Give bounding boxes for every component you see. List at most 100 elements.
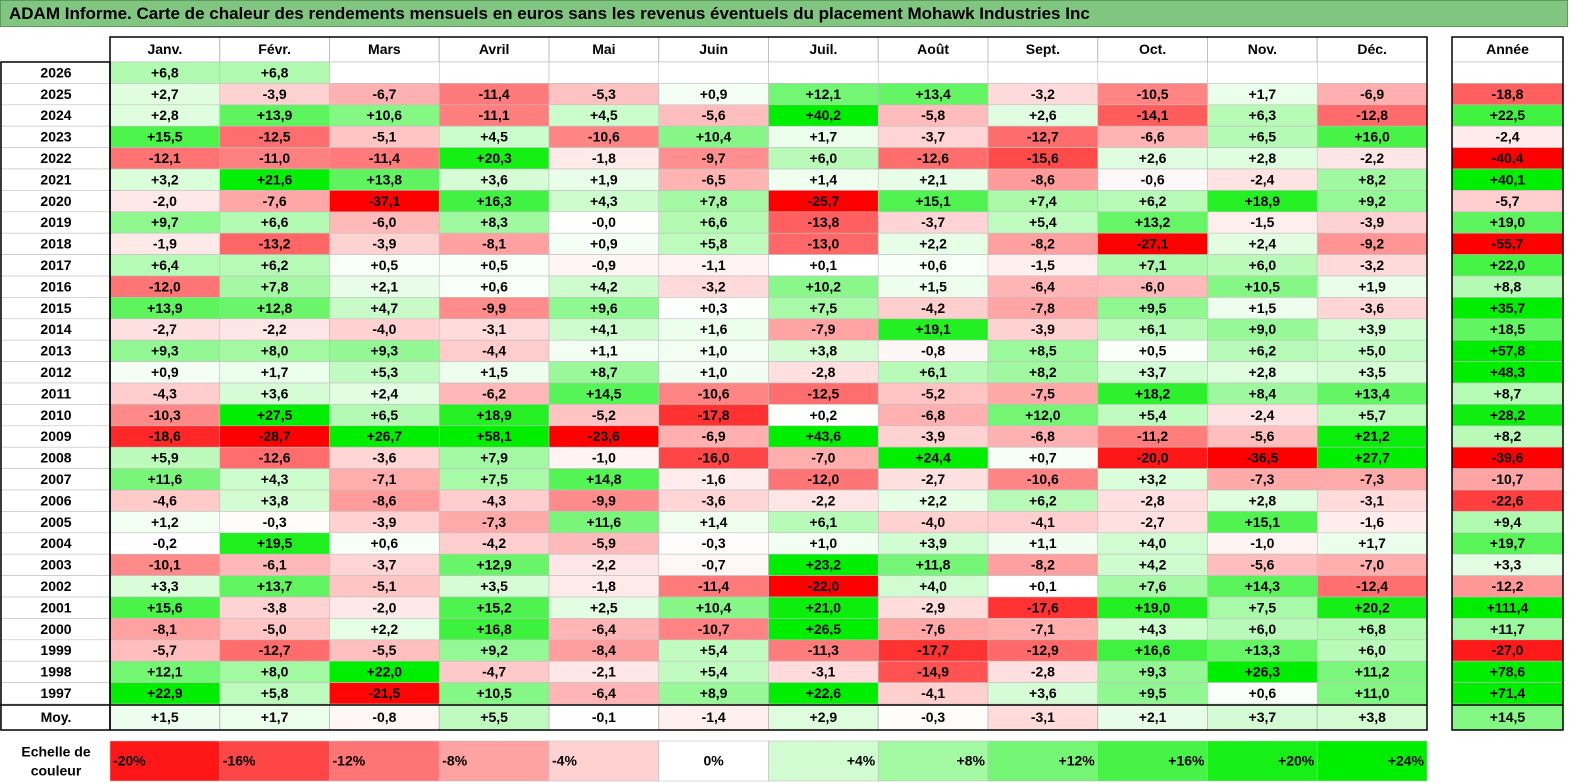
row-year-label: 2007 (40, 471, 71, 487)
heatmap-cell-value: +7,1 (1139, 257, 1167, 273)
annual-cell-value: -5,7 (1495, 193, 1519, 209)
month-header-cell (658, 36, 769, 63)
heatmap-cell-value: -7,8 (1031, 300, 1055, 316)
heatmap-cell-value: -5,2 (921, 385, 945, 401)
heatmap-cell-value: +10,5 (476, 685, 512, 701)
heatmap-cell-value: +12,9 (476, 557, 512, 573)
year-header-cell (1451, 36, 1564, 63)
heatmap-cell-value: +40,2 (806, 107, 842, 123)
heatmap-cell-value: -5,8 (921, 107, 945, 123)
heatmap-cell-value: +22,9 (147, 685, 183, 701)
heatmap-cell-value: +58,1 (476, 428, 512, 444)
heatmap-cell-value: +9,5 (1139, 300, 1167, 316)
heatmap-cell-value: -6,8 (921, 407, 945, 423)
heatmap-cell (987, 61, 1099, 84)
row-year-label: 2022 (40, 150, 71, 166)
heatmap-cell-value: -1,6 (702, 471, 726, 487)
row-year-label: 2012 (40, 364, 71, 380)
month-header-label: Mai (592, 41, 615, 57)
heatmap-cell-value: +0,5 (371, 257, 399, 273)
heatmap-cell (877, 61, 989, 84)
scale-swatch (219, 740, 330, 782)
heatmap-cell-value: +9,3 (151, 343, 179, 359)
heatmap-cell-value: +9,2 (1358, 193, 1386, 209)
scale-swatch-label: +12% (1059, 753, 1096, 769)
row-year-label: 2015 (40, 300, 71, 316)
heatmap-cell-value: -8,2 (1031, 557, 1055, 573)
heatmap-cell-value: +21,6 (257, 171, 293, 187)
scale-swatch-label: -16% (223, 753, 256, 769)
heatmap-cell-value: +2,4 (1249, 236, 1277, 252)
heatmap-cell-value: -4,0 (372, 321, 396, 337)
heatmap-cell (658, 61, 769, 84)
scale-swatch-label: +4% (847, 753, 876, 769)
row-year-label: 2008 (40, 450, 71, 466)
scale-swatch-label: +24% (1388, 753, 1425, 769)
heatmap-cell-value: -11,3 (808, 642, 839, 658)
row-year-label: 2011 (41, 385, 72, 401)
row-year-label: 1998 (40, 664, 71, 680)
heatmap-cell-value: +8,7 (590, 364, 618, 380)
heatmap-cell-value: +3,8 (810, 343, 838, 359)
heatmap-cell-value: +2,2 (919, 492, 947, 508)
heatmap-cell-value: +4,0 (1139, 535, 1167, 551)
heatmap-cell-value: -4,4 (482, 343, 506, 359)
heatmap-cell-value: -6,4 (1031, 278, 1055, 294)
heatmap-cell-value: +20,2 (1354, 599, 1390, 615)
heatmap-cell-value: -6,4 (592, 685, 616, 701)
heatmap-cell-value: +4,0 (919, 578, 947, 594)
heatmap-cell-value: -15,6 (1027, 150, 1059, 166)
heatmap-cell-value: +19,5 (257, 535, 293, 551)
heatmap-cell-value: +6,8 (1358, 621, 1386, 637)
heatmap-cell-value: +6,2 (1139, 193, 1167, 209)
heatmap-cell-value: +1,4 (810, 171, 838, 187)
heatmap-cell-value: +15,6 (147, 599, 183, 615)
heatmap-cell-value: +6,1 (810, 514, 838, 530)
row-year-label: 2005 (40, 514, 71, 530)
heatmap-cell-value: -5,3 (592, 86, 616, 102)
heatmap-cell-value: -3,9 (1031, 321, 1055, 337)
month-header-cell (877, 36, 989, 63)
heatmap-cell-value: +0,6 (480, 278, 508, 294)
scale-swatch (329, 740, 440, 782)
heatmap-cell-value: +7,6 (1139, 578, 1167, 594)
heatmap-cell-value: -10,6 (588, 129, 620, 145)
heatmap-cell-value: +14,5 (586, 385, 622, 401)
heatmap-cell-value: +1,0 (700, 364, 728, 380)
heatmap-cell-value: -8,4 (592, 642, 616, 658)
heatmap-cell-value: -9,2 (1360, 236, 1384, 252)
heatmap-cell-value: -1,1 (702, 257, 726, 273)
heatmap-cell-value: -10,1 (149, 557, 181, 573)
heatmap-cell-value: +0,3 (700, 300, 728, 316)
heatmap-cell-value: +2,7 (151, 86, 179, 102)
heatmap-cell-value: -6,8 (1031, 428, 1055, 444)
heatmap-cell-value: +7,4 (1029, 193, 1057, 209)
heatmap-cell-value: +2,6 (1029, 107, 1057, 123)
heatmap-cell-value: -8,6 (372, 492, 396, 508)
heatmap-cell (1207, 61, 1318, 84)
heatmap-cell-value: -3,1 (811, 664, 835, 680)
month-header-label: Févr. (258, 41, 291, 57)
heatmap-cell-value: +4,2 (1139, 557, 1167, 573)
month-header-label: Sept. (1026, 41, 1060, 57)
heatmap-cell-value: -5,1 (372, 578, 396, 594)
heatmap-cell-value: +9,3 (1139, 664, 1167, 680)
average-cell-value: -3,1 (1031, 709, 1055, 725)
heatmap-cell-value: +12,8 (257, 300, 293, 316)
annual-cell-value: +57,8 (1490, 343, 1526, 359)
heatmap-cell-value: -4,1 (921, 685, 945, 701)
scale-swatch-label: 0% (704, 753, 725, 769)
heatmap-cell-value: +16,3 (476, 193, 512, 209)
heatmap-cell-value: -2,4 (1250, 407, 1274, 423)
heatmap-cell-value: -6,0 (1141, 278, 1165, 294)
heatmap-cell-value: -5,6 (1250, 557, 1274, 573)
title-bar: ADAM Informe. Carte de chaleur des rende… (0, 0, 1568, 27)
heatmap-cell-value: +1,7 (810, 129, 838, 145)
scale-swatch (658, 740, 769, 782)
heatmap-cell-value: +1,9 (1358, 278, 1386, 294)
heatmap-cell-value: -12,7 (1027, 129, 1059, 145)
heatmap-cell-value: -13,8 (807, 214, 839, 230)
heatmap-cell-value: -3,7 (921, 214, 945, 230)
heatmap-cell-value: +8,0 (261, 343, 289, 359)
heatmap-cell-value: -13,0 (807, 236, 839, 252)
